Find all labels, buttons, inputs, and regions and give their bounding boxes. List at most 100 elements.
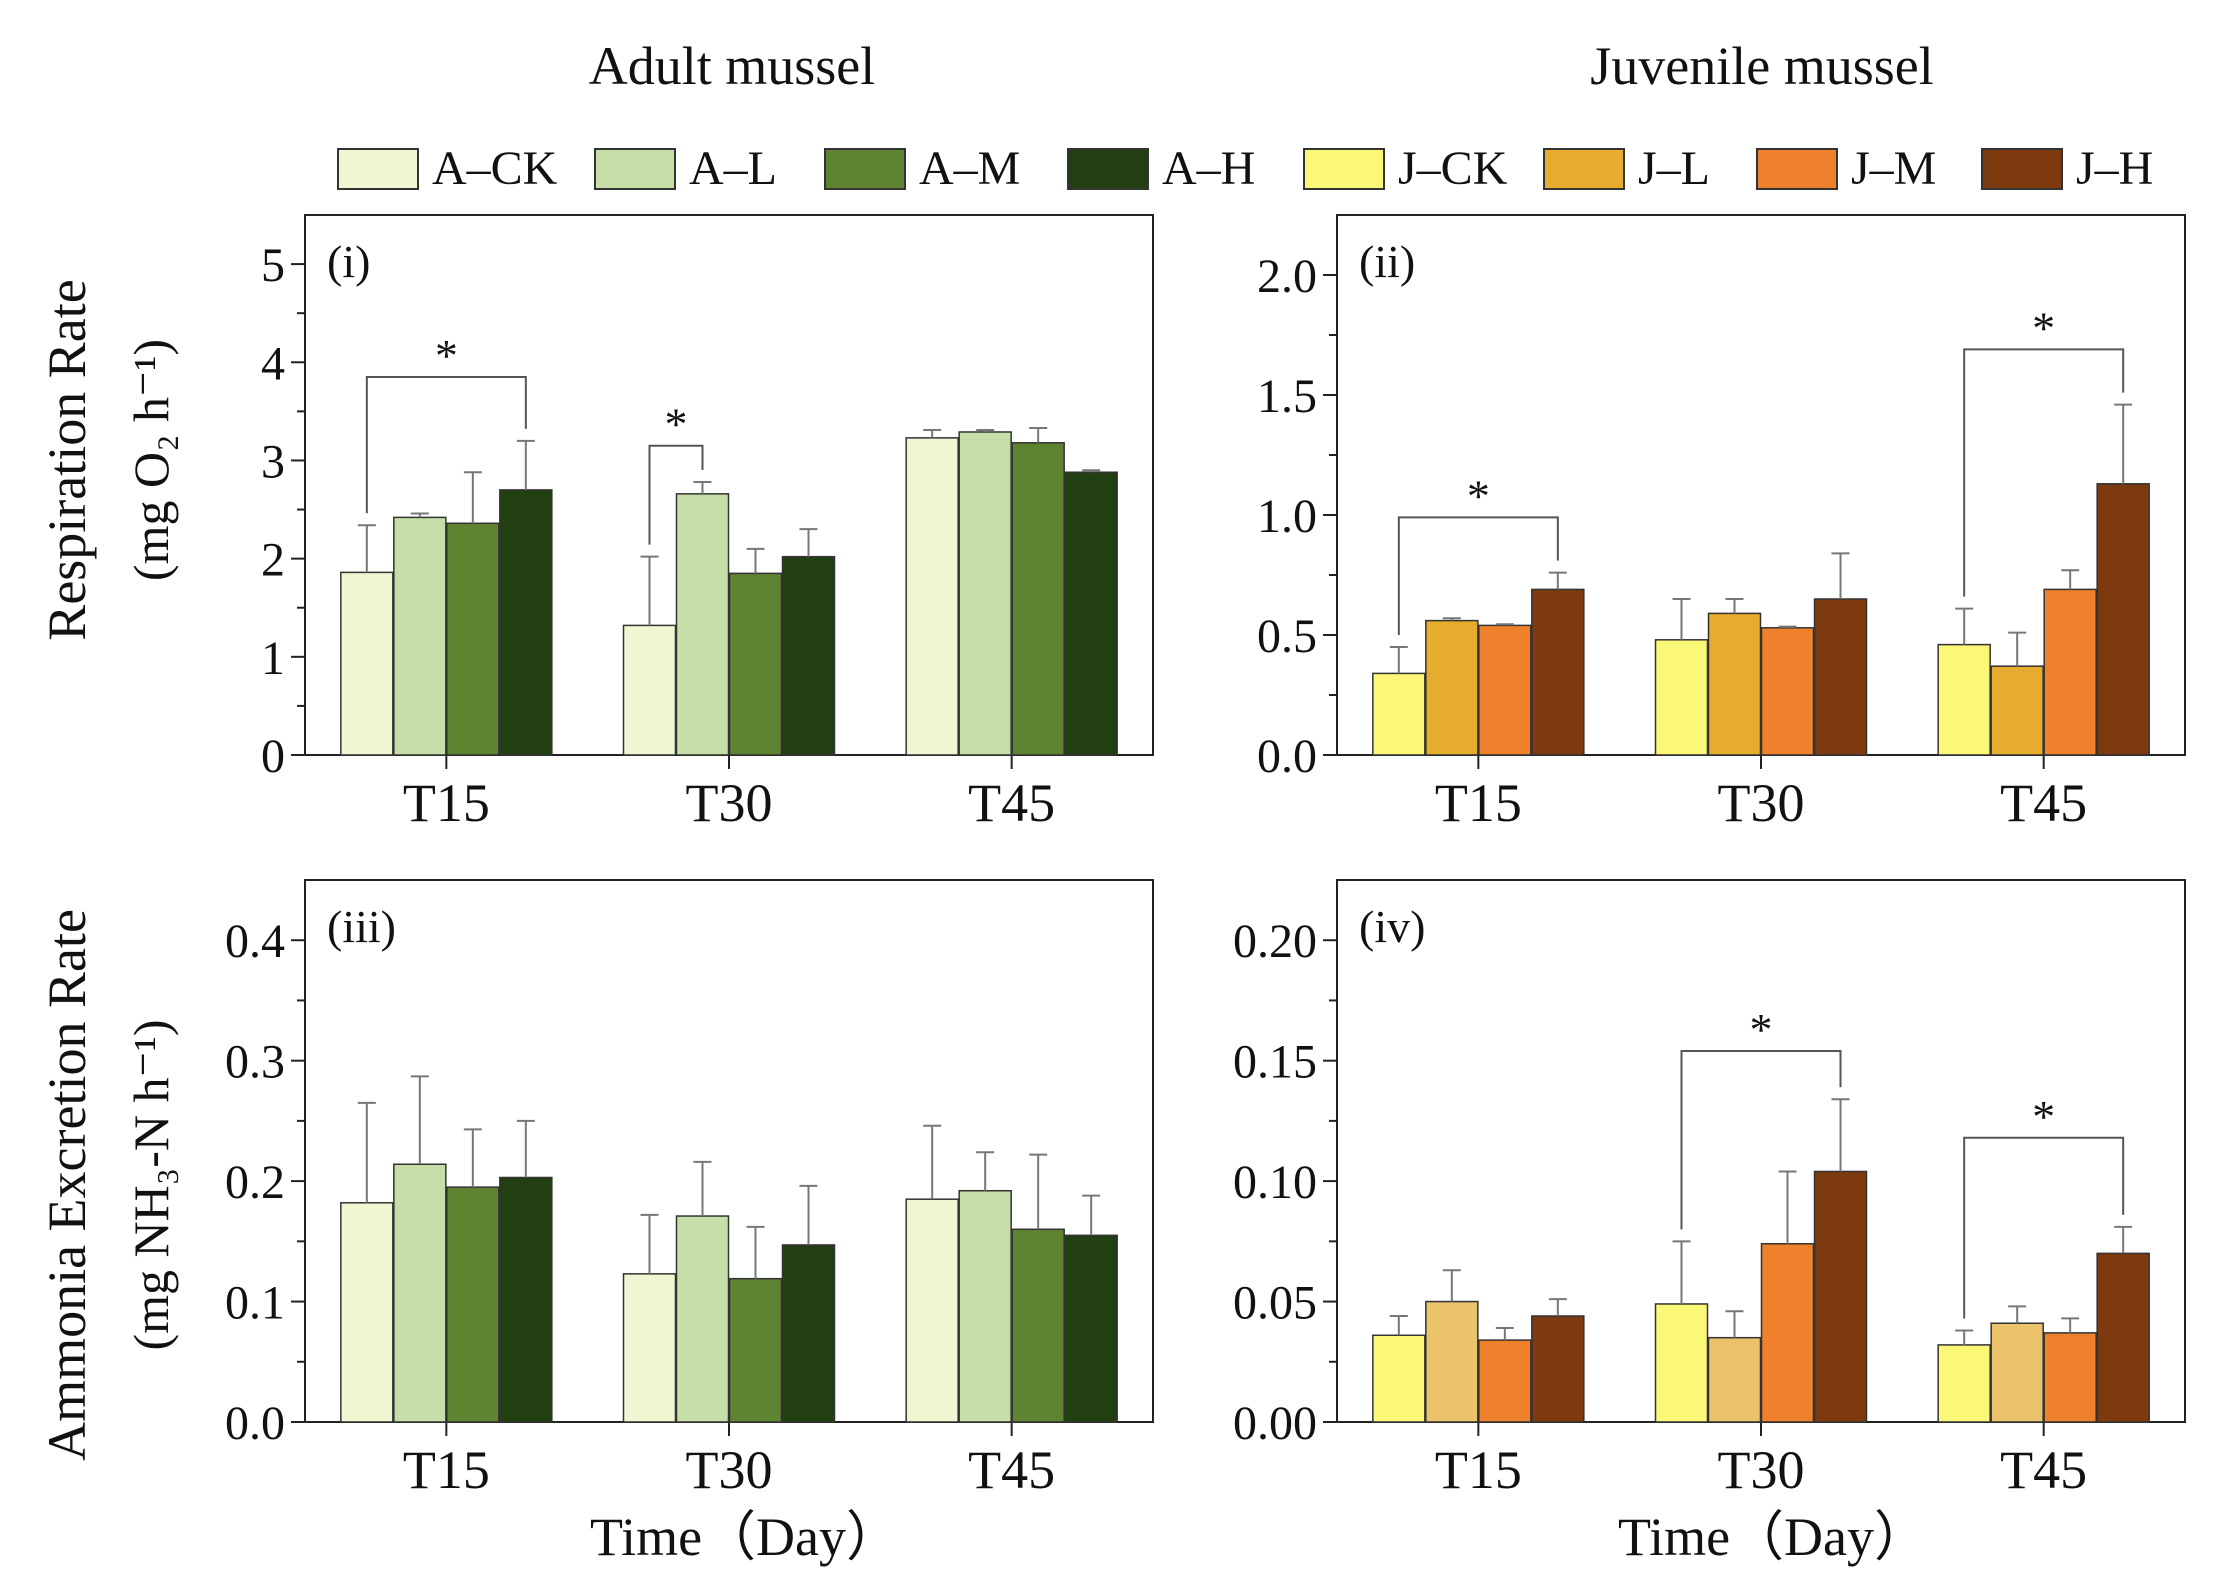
x-tick-label: T30 bbox=[686, 1440, 773, 1500]
bar-a-h-t30 bbox=[781, 1244, 836, 1423]
bar-j-ck-t15 bbox=[1372, 672, 1426, 756]
y-tick-label: 0.2 bbox=[225, 1156, 285, 1209]
panel-iv: (iv) 0.00 0.05 0.10 0.15 0.20 T15 T30 T45 * * bbox=[1233, 879, 2186, 1500]
legend-item-j-m: J–M bbox=[1756, 142, 1936, 195]
legend-item-a-h: A–H bbox=[1067, 142, 1255, 195]
bar-a-m-t30 bbox=[728, 572, 783, 756]
y-tick-label: 0.4 bbox=[225, 915, 285, 968]
significance-bracket bbox=[648, 444, 704, 545]
bar-a-l-t15 bbox=[393, 516, 447, 756]
legend-label: A–H bbox=[1162, 142, 1255, 195]
respiration-unit-label: (mg O₂ h⁻¹) bbox=[123, 339, 179, 581]
y-tick-label: 0.15 bbox=[1233, 1036, 1317, 1089]
x-tick-label: T45 bbox=[968, 773, 1055, 833]
y-tick-label: 0.20 bbox=[1233, 915, 1317, 968]
bar-j-ck-t45 bbox=[1937, 1344, 1991, 1423]
juvenile-title: Juvenile mussel bbox=[1590, 36, 1933, 96]
y-tick-label: 1 bbox=[261, 632, 285, 685]
bar-j-l-t15 bbox=[1425, 619, 1479, 756]
bar-a-ck-t15 bbox=[340, 571, 394, 756]
x-tick-label: T45 bbox=[2000, 1440, 2087, 1500]
legend-swatch bbox=[594, 148, 676, 190]
y-tick-label: 5 bbox=[261, 239, 285, 292]
y-tick-label: 0.1 bbox=[225, 1277, 285, 1330]
significance-bracket bbox=[1963, 348, 2125, 597]
y-tick-label: 0.10 bbox=[1233, 1156, 1317, 1209]
bar-j-m-t45 bbox=[2043, 588, 2097, 756]
significance-star: * bbox=[2032, 302, 2055, 353]
bar-a-m-t15 bbox=[446, 1186, 500, 1423]
svg-text:(mg O₂ h⁻¹): (mg O₂ h⁻¹) bbox=[123, 339, 179, 581]
bar-j-h-t30 bbox=[1813, 1170, 1868, 1423]
bar-a-m-t45 bbox=[1011, 1228, 1065, 1423]
bar-j-h-t15 bbox=[1531, 588, 1585, 756]
legend-swatch bbox=[1067, 148, 1149, 190]
legend-swatch bbox=[1756, 148, 1838, 190]
y-tick-label: 1.0 bbox=[1257, 490, 1317, 543]
bar-j-l-t45 bbox=[1990, 665, 2044, 756]
x-tick-label: T15 bbox=[1435, 773, 1522, 833]
bar-a-ck-t30 bbox=[622, 624, 677, 756]
x-tick-label: T15 bbox=[1435, 1440, 1522, 1500]
legend-swatch bbox=[1981, 148, 2063, 190]
bar-j-l-t45 bbox=[1990, 1322, 2044, 1423]
time-xlabel-right: Time（Day） bbox=[1618, 1507, 1928, 1567]
x-tick-label: T30 bbox=[1718, 773, 1805, 833]
bar-a-ck-t15 bbox=[340, 1202, 394, 1423]
bar-a-h-t30 bbox=[781, 555, 836, 756]
legend-label: A–CK bbox=[432, 142, 558, 195]
bar-j-h-t45 bbox=[2096, 483, 2150, 756]
bar-j-m-t30 bbox=[1760, 1242, 1815, 1423]
y-tick-label: 1.5 bbox=[1257, 370, 1317, 423]
bar-a-h-t45 bbox=[1064, 471, 1118, 756]
y-tick-label: 0.00 bbox=[1233, 1397, 1317, 1450]
bar-j-h-t15 bbox=[1531, 1315, 1585, 1423]
significance-star: * bbox=[665, 399, 688, 450]
panel-i: (i) 0 1 2 3 4 5 T15 T30 T45 * * bbox=[261, 214, 1154, 833]
y-tick-label: 0 bbox=[261, 730, 285, 783]
bar-j-h-t45 bbox=[2096, 1252, 2150, 1423]
bar-a-h-t45 bbox=[1064, 1234, 1118, 1423]
bar-a-l-t15 bbox=[393, 1163, 447, 1423]
bar-j-ck-t30 bbox=[1654, 639, 1709, 756]
significance-bracket bbox=[365, 376, 527, 514]
legend-swatch bbox=[824, 148, 906, 190]
bar-a-m-t15 bbox=[446, 522, 500, 756]
legend-item-a-m: A–M bbox=[824, 142, 1020, 195]
legend-swatch bbox=[337, 148, 419, 190]
bar-a-h-t15 bbox=[499, 1176, 553, 1423]
bar-j-ck-t45 bbox=[1937, 643, 1991, 756]
bar-j-h-t30 bbox=[1813, 598, 1868, 756]
x-tick-label: T45 bbox=[968, 1440, 1055, 1500]
y-tick-label: 2 bbox=[261, 534, 285, 587]
bar-a-ck-t45 bbox=[905, 437, 959, 756]
bar-a-l-t30 bbox=[675, 493, 730, 756]
svg-text:(mg NH₃-N h⁻¹): (mg NH₃-N h⁻¹) bbox=[123, 1020, 179, 1351]
bar-j-m-t15 bbox=[1478, 1339, 1532, 1423]
x-tick-label: T15 bbox=[403, 773, 490, 833]
x-tick-label: T30 bbox=[686, 773, 773, 833]
panel-label: (iv) bbox=[1359, 901, 1425, 952]
panel-label: (i) bbox=[327, 236, 370, 287]
legend-label: A–L bbox=[689, 142, 777, 195]
panel-iii: (iii) 0.0 0.1 0.2 0.3 0.4 T15 T30 T45 bbox=[225, 879, 1154, 1500]
bar-a-h-t15 bbox=[499, 489, 553, 756]
bar-j-l-t15 bbox=[1425, 1300, 1479, 1423]
respiration-ylabel: Respiration Rate bbox=[37, 279, 97, 640]
bar-j-m-t45 bbox=[2043, 1332, 2097, 1423]
y-tick-label: 0.0 bbox=[225, 1397, 285, 1450]
y-tick-label: 0.3 bbox=[225, 1036, 285, 1089]
legend-swatch bbox=[1543, 148, 1625, 190]
panel-label: (iii) bbox=[327, 901, 396, 952]
y-tick-label: 0.05 bbox=[1233, 1277, 1317, 1330]
legend-label: J–L bbox=[1638, 142, 1710, 195]
legend-item-j-ck: J–CK bbox=[1303, 142, 1508, 195]
y-tick-label: 2.0 bbox=[1257, 250, 1317, 303]
x-tick-label: T30 bbox=[1718, 1440, 1805, 1500]
ammonia-unit-label: (mg NH₃-N h⁻¹) bbox=[123, 1020, 179, 1351]
bar-j-l-t30 bbox=[1707, 1336, 1762, 1423]
x-tick-label: T45 bbox=[2000, 773, 2087, 833]
legend-item-j-h: J–H bbox=[1981, 142, 2153, 195]
bar-a-l-t45 bbox=[958, 1189, 1012, 1423]
